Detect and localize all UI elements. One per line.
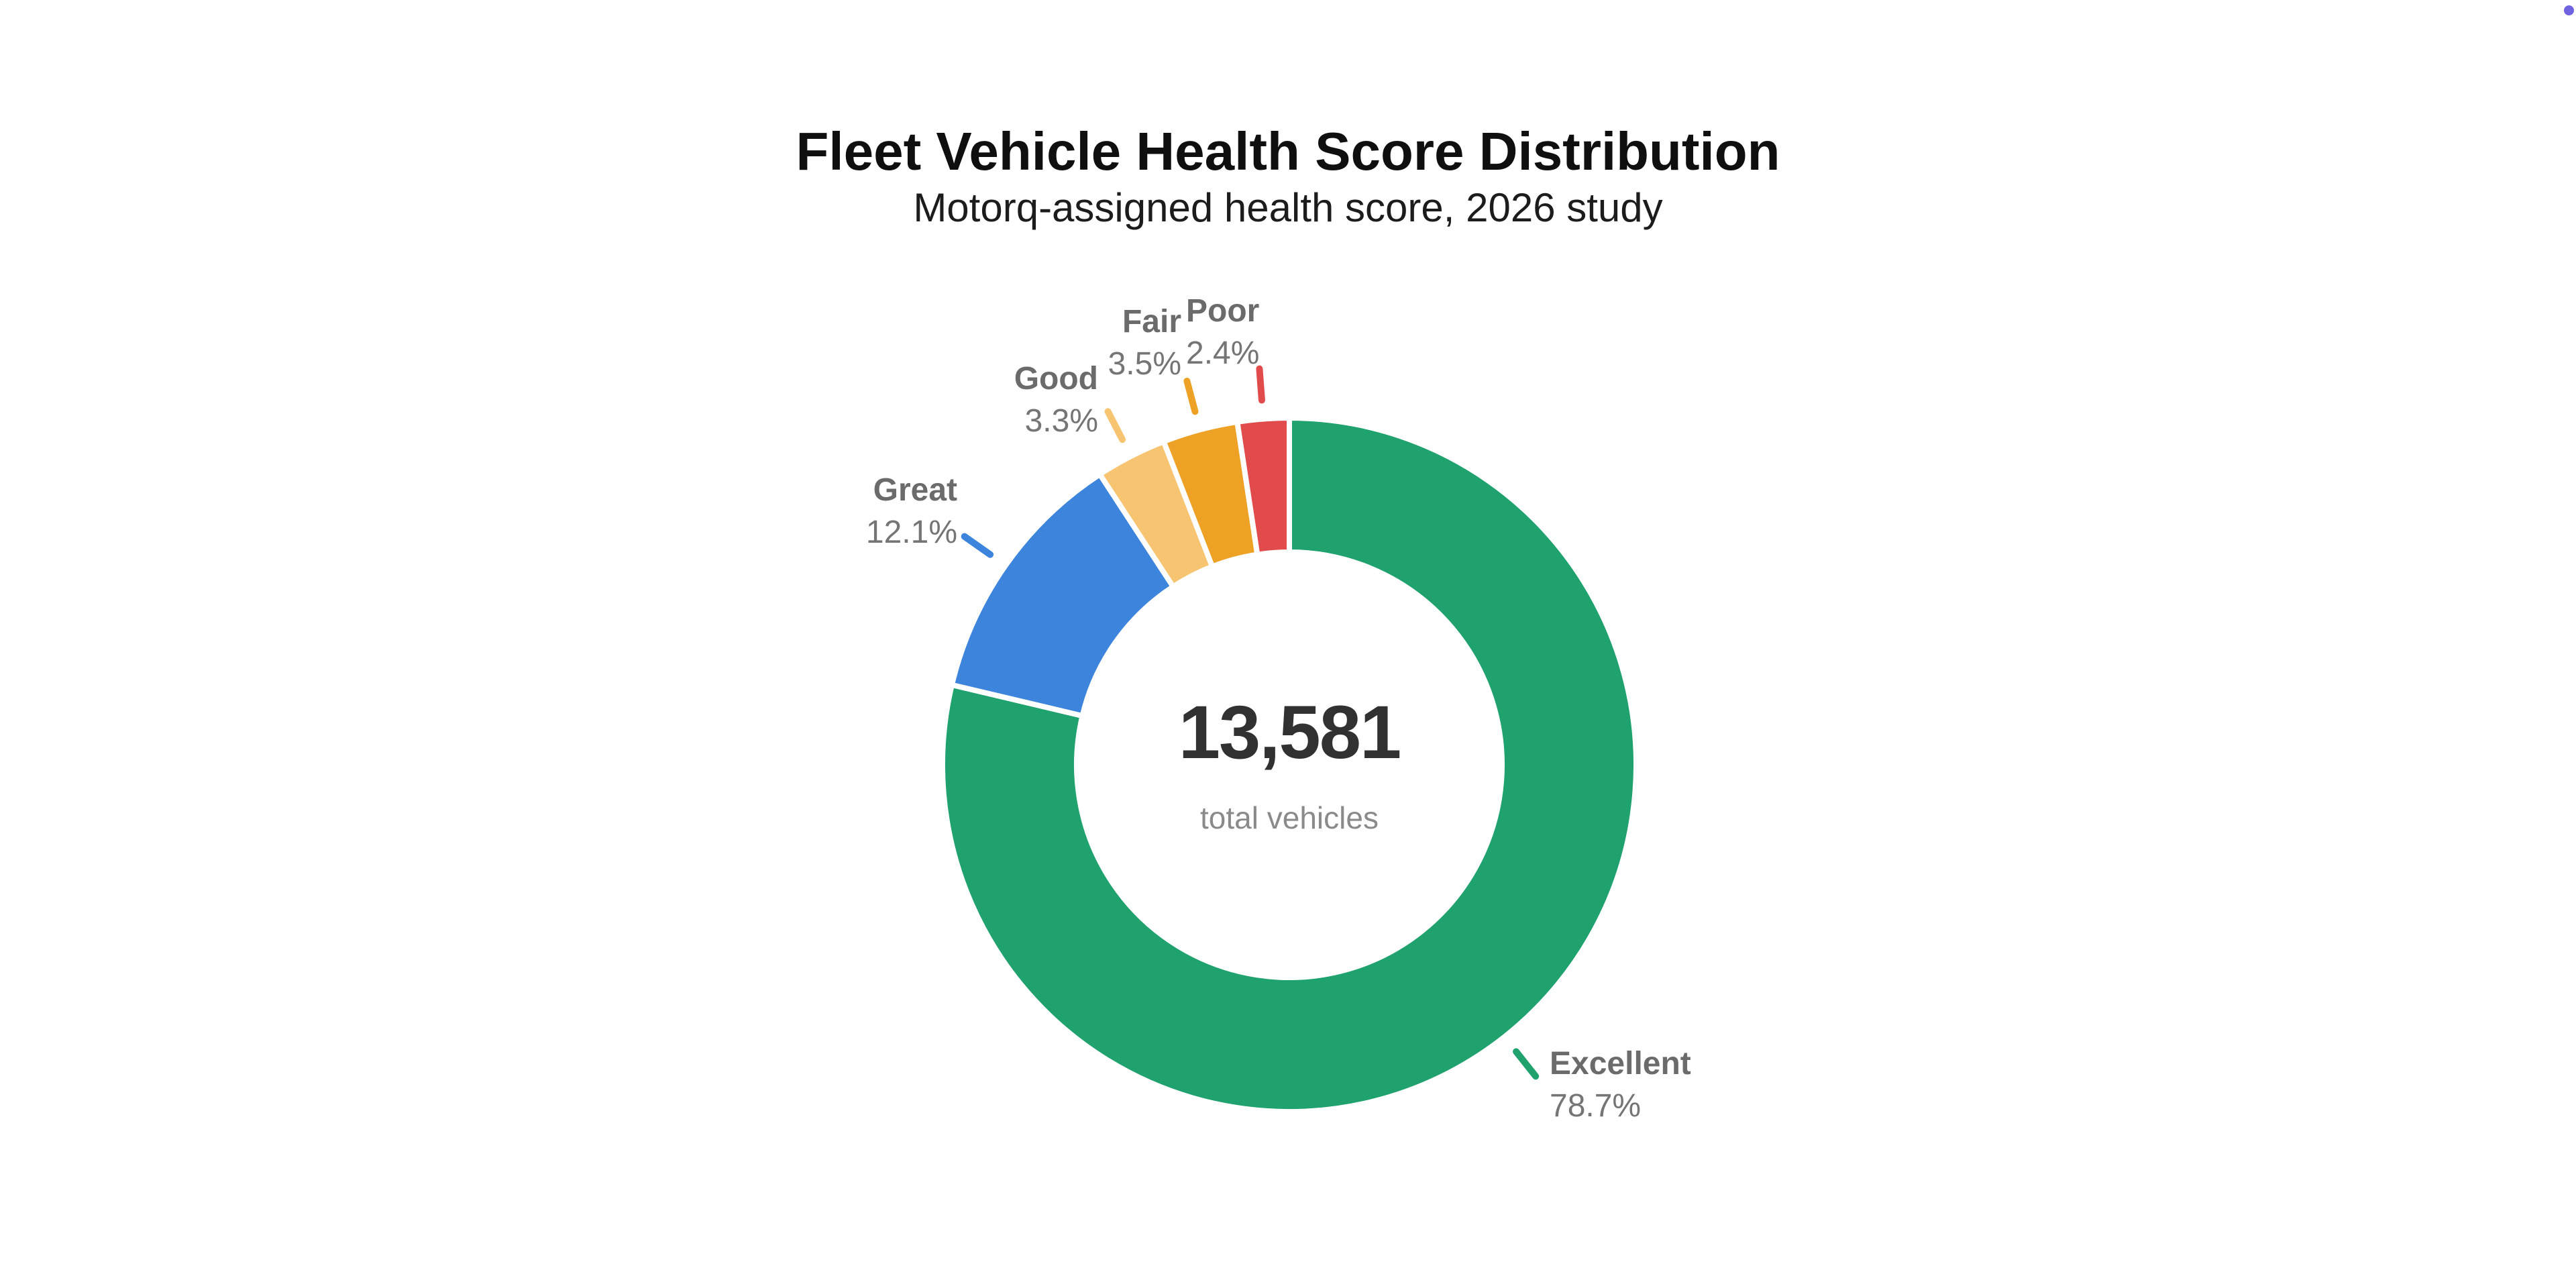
label-great-name: Great [873, 472, 957, 508]
label-good-name: Good [1014, 361, 1098, 396]
label-poor-pct: 2.4% [1186, 335, 1260, 371]
label-great: Great 12.1% [866, 469, 957, 553]
label-good-pct: 3.3% [1024, 403, 1098, 439]
label-fair-pct: 3.5% [1108, 346, 1181, 382]
leader-line-good [1104, 408, 1126, 443]
label-fair: Fair 3.5% [1108, 301, 1181, 385]
center-total-value: 13,581 [1178, 690, 1402, 774]
label-excellent: Excellent 78.7% [1550, 1043, 1691, 1127]
label-fair-name: Fair [1122, 304, 1181, 339]
slice-poor[interactable] [1234, 415, 1292, 557]
slice-excellent[interactable] [940, 415, 1639, 1114]
center-total-caption: total vehicles [1200, 800, 1379, 835]
leader-line-excellent [1513, 1048, 1540, 1080]
label-excellent-pct: 78.7% [1550, 1088, 1642, 1124]
label-great-pct: 12.1% [865, 515, 957, 550]
label-excellent-name: Excellent [1550, 1046, 1691, 1081]
chart-subtitle: Motorq-assigned health score, 2026 study [913, 185, 1663, 230]
label-good: Good 3.3% [1014, 358, 1098, 442]
leader-line-great [961, 533, 994, 558]
leader-line-poor [1256, 365, 1265, 404]
label-poor: Poor 2.4% [1186, 290, 1259, 374]
corner-dot [2564, 5, 2574, 15]
label-poor-name: Poor [1186, 293, 1260, 329]
chart-title: Fleet Vehicle Health Score Distribution [796, 121, 1780, 181]
leader-line-fair [1183, 378, 1199, 415]
